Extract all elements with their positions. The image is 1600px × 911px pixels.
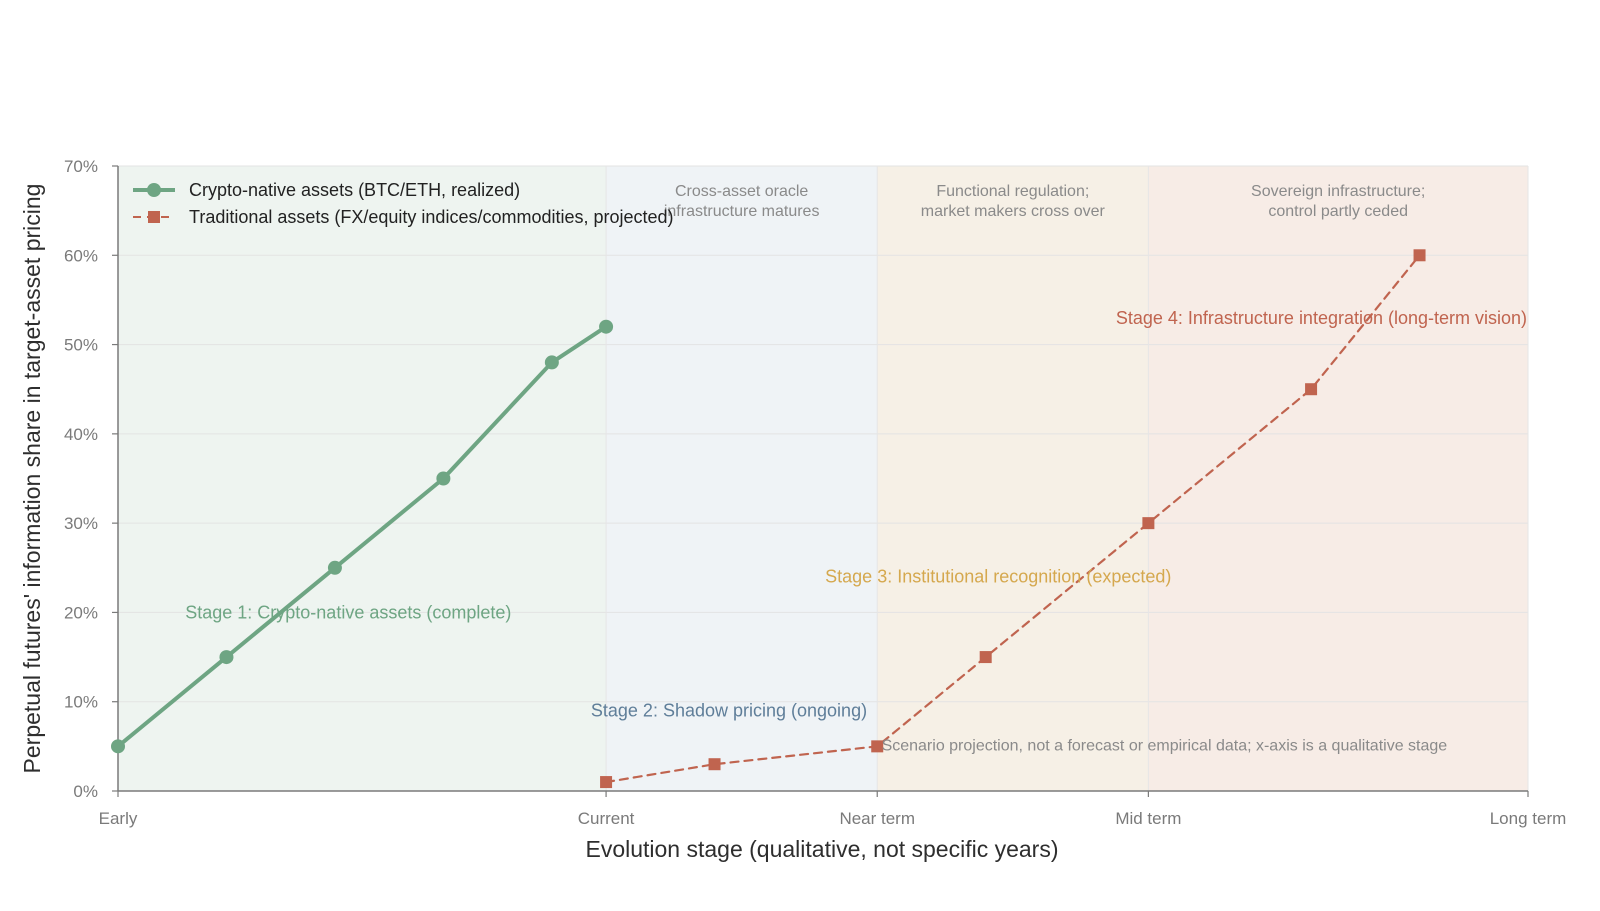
data-point [600,776,613,789]
legend-item: Crypto-native assets (BTC/ETH, realized) [133,180,520,200]
y-tick-label: 0% [73,782,98,801]
data-point [979,651,992,664]
tick-labels: 0% 10% 20% 30% 40% 50% 60% 70% Early Current Near … [64,157,1566,828]
x-tick-label: Mid term [1115,809,1181,828]
stage-label: Stage 3: Institutional recognition (expe… [825,567,1171,587]
legend: Crypto-native assets (BTC/ETH, realized)… [133,180,674,227]
y-axis-title: Perpetual futures' information share in … [19,184,45,774]
stage-notes: Cross-asset oracle infrastructure matures… [664,183,1425,220]
stage-note-line: control partly ceded [1268,203,1408,220]
series [111,249,1426,789]
stage-note-line: market makers cross over [921,203,1106,220]
disclaimer-note: Scenario projection, not a forecast or e… [882,738,1448,755]
stage-label: Stage 2: Shadow pricing (ongoing) [591,701,867,721]
stage-band [1148,166,1528,791]
y-tick-label: 40% [64,425,98,444]
data-point [219,650,234,665]
stage-note-line: Cross-asset oracle [675,183,808,200]
y-tick-label: 60% [64,246,98,265]
legend-marker [147,183,161,197]
series-traditional [600,249,1426,789]
stage-band [877,166,1149,791]
y-tick-label: 20% [64,603,98,622]
data-point [1305,383,1318,396]
stage-note-line: infrastructure matures [664,203,820,220]
data-point [327,560,342,575]
stage-band [606,166,878,791]
data-point [1142,517,1155,530]
legend-item: Traditional assets (FX/equity indices/co… [133,207,674,227]
y-tick-label: 70% [64,157,98,176]
data-point [544,355,559,370]
data-point [111,739,125,754]
stage-bands [118,166,1528,791]
stage-label: Stage 1: Crypto-native assets (complete) [185,602,511,622]
x-tick-label: Long term [1490,809,1567,828]
legend-label: Crypto-native assets (BTC/ETH, realized) [189,180,520,200]
annotations: Stage 1: Crypto-native assets (complete)… [185,308,1527,755]
stage-note-line: Sovereign infrastructure; [1251,183,1425,200]
y-tick-label: 50% [64,336,98,355]
data-point [1413,249,1426,262]
legend-label: Traditional assets (FX/equity indices/co… [189,207,674,227]
data-point [871,740,884,753]
stage-note-line: Functional regulation; [936,183,1089,200]
y-tick-label: 10% [64,693,98,712]
series-line [116,324,609,749]
series-crypto-native [111,319,614,754]
x-axis-title: Evolution stage (qualitative, not specif… [585,836,1058,862]
x-tick-label: Current [578,809,635,828]
y-tick-label: 30% [64,514,98,533]
legend-marker [148,211,160,223]
stage-label: Stage 4: Infrastructure integration (lon… [1116,308,1527,328]
stage-band [118,166,607,791]
x-tick-label: Near term [839,809,915,828]
data-point [599,319,614,334]
data-point [708,758,721,771]
x-tick-label: Early [99,809,138,828]
axes [117,166,1528,792]
data-point [436,471,451,486]
